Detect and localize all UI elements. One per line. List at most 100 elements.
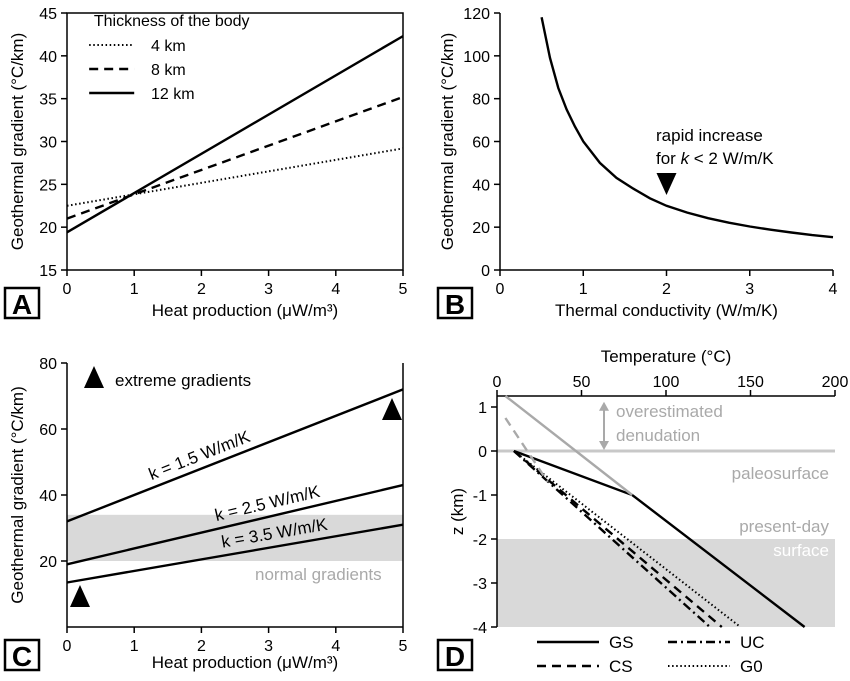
panel-b-annotation-line2: for k < 2 W/m/K: [656, 149, 774, 168]
panel-b-label: B: [445, 289, 465, 320]
panel-c-marker-icon: [84, 366, 104, 388]
panel-b-curve: [540, 17, 834, 239]
panel-c-xtick-label: 5: [399, 638, 408, 655]
panel-a-xtick-label: 1: [130, 281, 139, 298]
panel-b-xtick-label: 1: [579, 281, 588, 298]
panel-b-marker-icon: [656, 173, 677, 195]
panel-a-ytick-label: 45: [39, 6, 57, 23]
panel-c-xlabel: Heat production (μW/m³): [152, 653, 338, 672]
panel-a-label: A: [12, 289, 32, 320]
panel-c-label: C: [12, 641, 32, 672]
panel-c-series-2: [66, 523, 404, 584]
panel-b-ytick-label: 60: [472, 135, 490, 152]
panel-d-ytick-label: 0: [478, 444, 487, 461]
panel-a-xlabel: Heat production (μW/m³): [152, 301, 338, 320]
panel-a-series-2: [66, 35, 404, 234]
panel-b-xtick-label: 2: [662, 281, 671, 298]
panel-a-ytick-label: 40: [39, 49, 57, 66]
panel-b-annotation-line1: rapid increase: [656, 126, 763, 145]
panel-a-ytick-label: 15: [39, 263, 57, 280]
panel-d-ytick-label: -4: [473, 620, 487, 637]
panel-c-ytick-label: 80: [39, 356, 57, 373]
panel-d-overestimated-label: overestimated: [616, 402, 723, 421]
panel-a-xtick-label: 2: [197, 281, 206, 298]
panel-d-ylabel: z (km): [448, 488, 467, 535]
panel-d-legend-label: GS: [609, 633, 634, 652]
panel-d-denudation-label: denudation: [616, 426, 700, 445]
panel-d-paleosurface-label: paleosurface: [732, 464, 829, 483]
panel-d-label: D: [445, 641, 465, 672]
panel-c-xtick-label: 0: [63, 638, 72, 655]
panel-a-legend-label: 4 km: [151, 38, 186, 55]
panel-d-present-band: [497, 539, 835, 627]
panel-d-arrow-up-icon: [599, 401, 609, 411]
panel-c-normal-label: normal gradients: [255, 565, 382, 584]
panel-a-ytick-label: 25: [39, 177, 57, 194]
panel-c-series-0: [66, 388, 404, 523]
panel-a-frame: [66, 12, 404, 271]
panel-c-marker-icon: [382, 398, 402, 420]
panel-b-ytick-label: 120: [463, 6, 490, 23]
panel-d-xtick-label: 100: [653, 374, 680, 391]
panel-d-arrow-down-icon: [599, 441, 609, 450]
panel-d-series-3: [513, 450, 742, 628]
panel-a-ytick-label: 20: [39, 220, 57, 237]
panel-c-ytick-label: 40: [39, 488, 57, 505]
panel-d-xtick-label: 150: [737, 374, 764, 391]
panel-d-series-1: [513, 450, 711, 628]
panel-b-ylabel: Geothermal gradient (°C/km): [438, 33, 457, 250]
panel-d-ytick-label: -1: [473, 488, 487, 505]
panel-d-series-4: [504, 395, 633, 496]
panel-a-ylabel: Geothermal gradient (°C/km): [8, 33, 27, 250]
panel-b-annotation-suffix: < 2 W/m/K: [689, 149, 774, 168]
panel-d-surface-label: surface: [773, 541, 829, 560]
panel-d-ytick-label: 1: [478, 400, 487, 417]
panel-d-xtick-label: 0: [493, 374, 502, 391]
panel-c-xtick-label: 3: [264, 638, 273, 655]
panel-b-ytick-label: 100: [463, 49, 490, 66]
panel-b-xtick-label: 0: [496, 281, 505, 298]
panel-a-legend-label: 12 km: [151, 86, 195, 103]
panel-b-xlabel: Thermal conductivity (W/m/K): [555, 301, 778, 320]
panel-d-xlabel: Temperature (°C): [601, 347, 732, 366]
panel-a-xtick-label: 5: [399, 281, 408, 298]
panel-c-xtick-label: 4: [331, 638, 340, 655]
panel-a-xtick-label: 4: [331, 281, 340, 298]
panel-d-ytick-label: -3: [473, 576, 487, 593]
panel-c-extreme-label: extreme gradients: [115, 371, 251, 390]
panel-a-series-0: [66, 147, 404, 207]
panel-b-xtick-label: 3: [745, 281, 754, 298]
panel-d-xtick-label: 200: [822, 374, 849, 391]
panel-a-legend-label: 8 km: [151, 62, 186, 79]
panel-d-legend-label: G0: [740, 657, 763, 676]
panel-c-series-1: [66, 483, 404, 566]
panel-a-label-box: [3, 286, 41, 320]
panel-b-xtick-label: 4: [829, 281, 838, 298]
panel-c-xtick-label: 2: [197, 638, 206, 655]
panel-d-series-2: [513, 450, 723, 628]
panel-c-xtick-label: 1: [130, 638, 139, 655]
panel-a-ytick-label: 30: [39, 135, 57, 152]
panel-c-ytick-label: 20: [39, 554, 57, 571]
panel-b-label-box: [436, 286, 474, 320]
panel-a-series-1: [66, 95, 404, 220]
panel-d-label-box: [436, 638, 474, 672]
panel-b-annotation-k: k: [681, 149, 691, 168]
panel-c-ytick-label: 60: [39, 422, 57, 439]
panel-a-xtick-label: 0: [63, 281, 72, 298]
panel-c-label-box: [3, 638, 41, 672]
panel-b-ytick-label: 20: [472, 220, 490, 237]
panel-d-ytick-label: -2: [473, 532, 487, 549]
panel-d-series-5: [504, 417, 549, 483]
panel-b-ytick-label: 0: [481, 263, 490, 280]
panel-b-ytick-label: 80: [472, 92, 490, 109]
panel-c-ylabel: Geothermal gradient (°C/km): [8, 386, 27, 603]
panel-a-ytick-label: 35: [39, 92, 57, 109]
panel-d-xtick-label: 50: [573, 374, 591, 391]
panel-a-xtick-label: 3: [264, 281, 273, 298]
panel-b-ytick-label: 40: [472, 177, 490, 194]
panel-c-marker-icon: [70, 585, 90, 607]
panel-d-legend-label: UC: [740, 633, 765, 652]
panel-a-legend-title: Thickness of the body: [94, 13, 250, 30]
